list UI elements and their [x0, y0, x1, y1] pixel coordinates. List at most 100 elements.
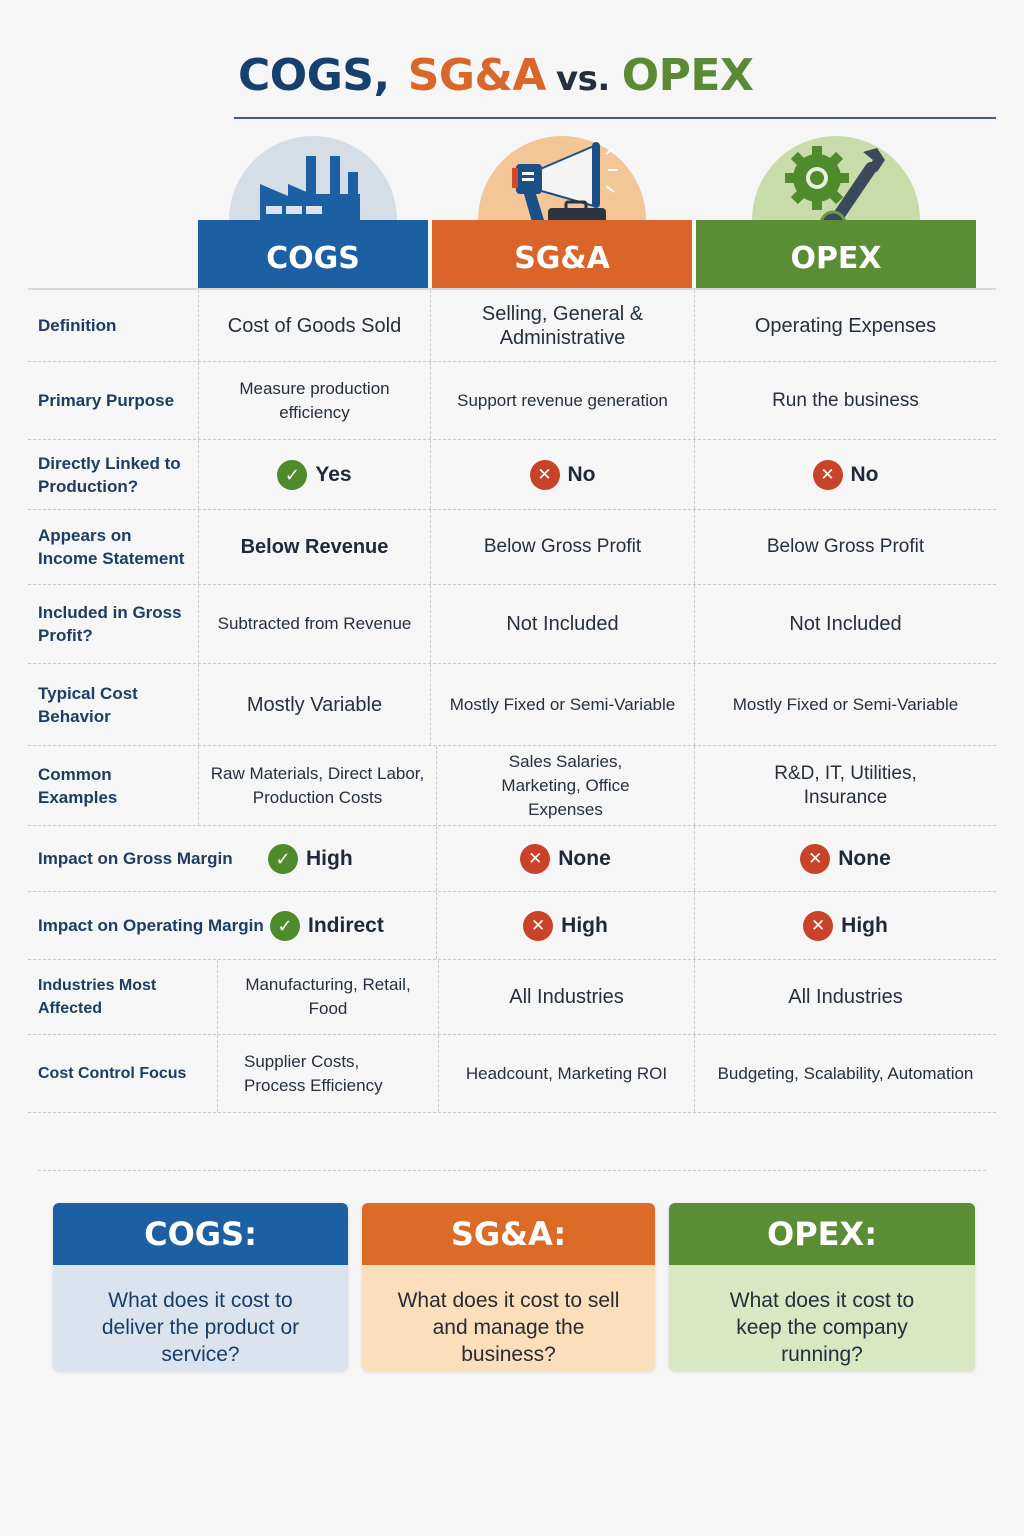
- column-title-sga: SG&A: [432, 220, 692, 288]
- summary-title: COGS:: [53, 1203, 348, 1265]
- table-row-primary-purpose: Primary Purpose Measure production effic…: [28, 362, 996, 440]
- summary-question: What does it cost to sell and manage the…: [397, 1289, 620, 1366]
- row-label: Typical Cost Behavior: [38, 683, 138, 726]
- title-cogs: COGS: [238, 50, 374, 101]
- row-label-wrap: Impact on Operating Margin ✓ Indirect: [28, 892, 436, 959]
- x-icon: ✕: [523, 910, 554, 941]
- cell-opex: R&D, IT, Utilities, Insurance: [694, 746, 996, 825]
- cell-opex: All Industries: [694, 960, 996, 1034]
- summary-text: What does it cost to keep the company ru…: [669, 1265, 975, 1371]
- cell-value: Yes: [315, 462, 352, 486]
- cell-cogs: Manufacturing, Retail, Food: [217, 960, 438, 1034]
- row-label: Impact on Operating Margin: [38, 916, 264, 935]
- row-label: Appears on Income Statement: [38, 526, 185, 568]
- x-icon: ✕: [520, 843, 551, 874]
- summary-text: What does it cost to sell and manage the…: [362, 1265, 655, 1371]
- cell-value: High: [841, 913, 888, 937]
- title-opex: OPEX: [621, 50, 754, 101]
- cell-value: No: [850, 462, 879, 486]
- row-label: Impact on Gross Margin: [38, 849, 233, 868]
- title-comma: ,: [373, 50, 391, 101]
- summary-question: What does it cost to deliver the product…: [101, 1289, 300, 1366]
- cell-sga: Support revenue generation: [430, 362, 694, 439]
- column-header-cogs: COGS: [198, 130, 428, 288]
- cell-sga: Below Gross Profit: [430, 510, 694, 584]
- title-sga: SG&A: [407, 50, 547, 101]
- row-label: Directly Linked to Production?: [38, 453, 181, 496]
- page-title: COGS, SG&A vs. OPEX: [238, 50, 754, 110]
- cell-cogs: Below Revenue: [198, 510, 430, 584]
- table-row-directly-linked: Directly Linked to Production? ✓ Yes ✕ No …: [28, 440, 996, 510]
- cell-opex: Budgeting, Scalability, Automation: [694, 1035, 996, 1112]
- summary-title: SG&A:: [362, 1203, 655, 1265]
- column-title-cogs: COGS: [198, 220, 428, 288]
- cell-cogs: ✓ Yes: [198, 440, 430, 509]
- cell-cogs: Supplier Costs, Process Efficiency: [217, 1035, 438, 1112]
- x-icon: ✕: [529, 459, 560, 490]
- check-icon: ✓: [277, 459, 308, 490]
- row-label: Common Examples: [38, 764, 118, 807]
- row-label: Industries Most Affected: [38, 977, 157, 1017]
- row-label: Primary Purpose: [38, 391, 175, 410]
- table-row-common-examples: Common Examples Raw Materials, Direct La…: [28, 746, 996, 826]
- cell-cogs: Raw Materials, Direct Labor, Production …: [198, 746, 436, 825]
- cell-cogs: Mostly Variable: [198, 664, 430, 745]
- cell-opex: ✕ No: [694, 440, 996, 509]
- cell-sga: ✕ High: [436, 892, 694, 959]
- row-label: Cost Control Focus: [38, 1065, 187, 1082]
- table-row-income-statement: Appears on Income Statement Below Revenu…: [28, 510, 996, 585]
- cell-sga: Mostly Fixed or Semi-Variable: [430, 664, 694, 745]
- cell-sga: All Industries: [438, 960, 694, 1034]
- table-row-industries: Industries Most Affected Manufacturing, …: [28, 960, 996, 1035]
- table-row-cost-behavior: Typical Cost Behavior Mostly Variable Mo…: [28, 664, 996, 746]
- cell-sga: Sales Salaries, Marketing, Office Expens…: [436, 746, 694, 825]
- check-icon: ✓: [268, 843, 298, 874]
- cell-opex: Below Gross Profit: [694, 510, 996, 584]
- cell-opex: Run the business: [694, 362, 996, 439]
- row-label: Definition: [38, 316, 117, 335]
- gear-wrench-icon: [785, 146, 885, 238]
- title-divider: [234, 117, 996, 119]
- cell-value: No: [567, 462, 596, 486]
- cell-sga: Headcount, Marketing ROI: [438, 1035, 694, 1112]
- summary-text: What does it cost to deliver the product…: [53, 1265, 348, 1371]
- title-vs: vs.: [555, 59, 610, 99]
- column-header-opex: OPEX: [696, 130, 976, 288]
- table-row-definition: Definition Cost of Goods Sold Selling, G…: [28, 290, 996, 362]
- row-label: Included in Gross Profit?: [38, 603, 182, 645]
- comparison-table: Definition Cost of Goods Sold Selling, G…: [28, 288, 996, 1113]
- x-icon: ✕: [803, 910, 834, 941]
- row-label-wrap: Impact on Gross Margin ✓ High: [28, 826, 436, 891]
- table-row-gross-margin: Impact on Gross Margin ✓ High ✕ None ✕ None: [28, 826, 996, 892]
- cell-opex: Not Included: [694, 585, 996, 663]
- table-top-rule: [28, 288, 996, 290]
- cell-value: High: [306, 847, 353, 870]
- summary-title: OPEX:: [669, 1203, 975, 1265]
- cell-opex: Operating Expenses: [694, 290, 996, 361]
- column-header-sga: SG&A: [432, 130, 692, 288]
- cell-cogs: Subtracted from Revenue: [198, 585, 430, 663]
- cell-sga: ✕ None: [436, 826, 694, 891]
- table-row-gross-profit: Included in Gross Profit? Subtracted fro…: [28, 585, 996, 664]
- cell-sga: ✕ No: [430, 440, 694, 509]
- cell-opex: ✕ High: [694, 892, 996, 959]
- summary-card-opex: OPEX: What does it cost to keep the comp…: [669, 1203, 975, 1371]
- cell-sga: Not Included: [430, 585, 694, 663]
- cell-sga: Selling, General & Administrative: [430, 290, 694, 361]
- summary-card-cogs: COGS: What does it cost to deliver the p…: [53, 1203, 348, 1371]
- cell-value: Indirect: [308, 914, 384, 937]
- cell-cogs: Cost of Goods Sold: [198, 290, 430, 361]
- cell-value: None: [838, 846, 891, 870]
- x-icon: ✕: [800, 843, 831, 874]
- section-divider: [38, 1170, 986, 1171]
- cell-cogs: Measure production efficiency: [198, 362, 430, 439]
- cell-opex: Mostly Fixed or Semi-Variable: [694, 664, 996, 745]
- cell-opex: ✕ None: [694, 826, 996, 891]
- summary-question: What does it cost to keep the company ru…: [729, 1289, 915, 1366]
- cell-value: None: [558, 846, 611, 870]
- summary-card-sga: SG&A: What does it cost to sell and mana…: [362, 1203, 655, 1371]
- table-row-operating-margin: Impact on Operating Margin ✓ Indirect ✕ Hi…: [28, 892, 996, 960]
- table-row-cost-control: Cost Control Focus Supplier Costs, Proce…: [28, 1035, 996, 1113]
- cell-value: High: [561, 913, 608, 937]
- x-icon: ✕: [812, 459, 843, 490]
